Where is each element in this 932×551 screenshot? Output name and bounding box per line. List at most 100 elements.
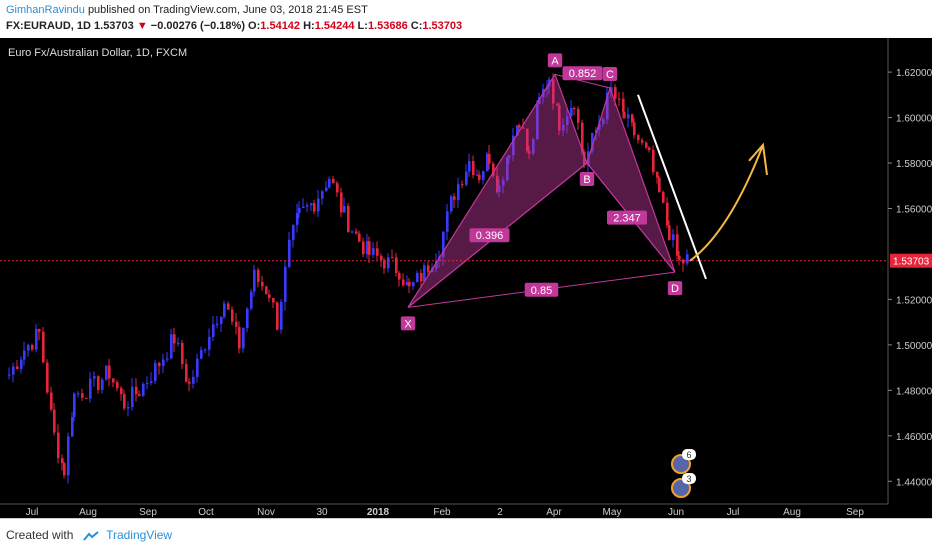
candle-body <box>387 257 390 269</box>
pattern-point-a-bg <box>547 53 563 68</box>
ratio-label: 0.852 <box>569 68 597 80</box>
candle-body <box>672 234 675 240</box>
candle-body <box>212 324 215 337</box>
candle-body <box>276 302 279 330</box>
candle-body <box>627 114 630 119</box>
candle-body <box>8 374 11 376</box>
candle-body <box>622 98 625 112</box>
candle-body <box>461 184 464 186</box>
event-badge-count-bg <box>682 473 696 484</box>
tradingview-link[interactable]: TradingView <box>106 528 173 542</box>
x-tick-label: 2 <box>497 507 503 518</box>
candle-body <box>67 436 70 476</box>
candle-body <box>216 323 219 325</box>
candle-body <box>181 342 184 365</box>
x-tick-label: Apr <box>546 507 562 518</box>
candle-body <box>412 282 415 287</box>
candle-body <box>242 327 245 349</box>
candle-body <box>108 365 111 379</box>
chart-area[interactable]: X A B C D 0.396 0.852 2.347 0.85 6 3 1.62000 1.6000… <box>0 38 932 518</box>
candle-body <box>188 381 191 384</box>
candle-body <box>93 376 96 379</box>
x-tick-label: Nov <box>257 507 275 518</box>
pattern-point-d: D <box>671 283 679 295</box>
candle-body <box>558 105 561 131</box>
candle-body <box>185 364 188 382</box>
candle-body <box>89 378 92 399</box>
candle-body <box>372 248 375 255</box>
candle-body <box>280 301 283 330</box>
candle-body <box>220 316 223 324</box>
candle-body <box>284 266 287 302</box>
candle-body <box>204 349 207 351</box>
author-link[interactable]: GimhanRavindu <box>6 4 85 16</box>
candle-body <box>257 269 260 282</box>
published-text: published on TradingView.com, June 03, 2… <box>87 4 368 16</box>
x-tick-label: Jul <box>26 507 39 518</box>
x-tick-label: Sep <box>139 507 157 518</box>
price-chart[interactable]: X A B C D 0.396 0.852 2.347 0.85 6 3 1.62000 1.6000… <box>0 38 932 518</box>
candle-body <box>85 397 88 399</box>
candle-body <box>288 239 291 267</box>
candle-body <box>468 160 471 172</box>
candle-body <box>23 350 26 360</box>
candle-body <box>516 125 519 136</box>
candle-body <box>20 359 23 369</box>
candle-body <box>138 394 141 396</box>
candle-body <box>498 185 501 192</box>
candle-body <box>532 139 535 154</box>
candle-body <box>486 153 489 172</box>
candle-body <box>645 142 648 148</box>
candle-body <box>502 180 505 186</box>
candle-body <box>538 97 541 105</box>
tradingview-logo-icon <box>82 531 99 541</box>
candle-body <box>427 265 430 273</box>
last-price: 1.53703 <box>94 20 134 32</box>
candle-body <box>552 79 555 104</box>
candle-body <box>577 109 580 123</box>
candle-body <box>633 122 636 136</box>
x-tick-label: 30 <box>316 507 328 518</box>
candle-body <box>97 376 100 390</box>
candle-body <box>173 334 176 344</box>
y-tick-label: 1.50000 <box>896 341 932 352</box>
pattern-point-x: X <box>404 318 412 330</box>
candle-body <box>321 191 324 199</box>
pattern-point-c-bg <box>602 67 618 82</box>
chart-header: GimhanRavindu published on TradingView.c… <box>0 0 932 38</box>
candle-body <box>618 98 621 100</box>
candle-body <box>442 231 445 257</box>
candle-body <box>265 286 268 295</box>
pattern-point-c: C <box>606 69 614 81</box>
candle-body <box>120 388 123 395</box>
candle-body <box>16 366 19 369</box>
candle-body <box>296 212 299 225</box>
x-tick-label: Aug <box>783 507 801 518</box>
candle-body <box>63 463 66 476</box>
candle-body <box>328 178 331 188</box>
candle-body <box>606 92 609 120</box>
candle-body <box>376 248 379 256</box>
candle-body <box>668 225 671 240</box>
candle-body <box>465 171 468 185</box>
candle-body <box>435 260 438 269</box>
created-with-text: Created with <box>6 528 74 542</box>
candle-body <box>112 378 115 383</box>
candle-body <box>478 174 481 180</box>
candle-body <box>127 407 130 409</box>
candle-body <box>12 366 15 375</box>
pattern-point-d-bg <box>667 281 683 296</box>
candle-body <box>61 458 64 464</box>
candle-body <box>406 281 409 286</box>
candle-body <box>238 326 241 349</box>
candle-body <box>77 393 80 395</box>
candle-body <box>676 234 679 256</box>
x-tick-label: 2018 <box>367 507 390 518</box>
candle-body <box>446 211 449 232</box>
last-price-tag-bg <box>890 253 932 268</box>
candle-body <box>57 432 60 459</box>
candle-body <box>641 140 644 143</box>
candle-body <box>476 174 479 176</box>
y-tick-label: 1.52000 <box>896 295 932 306</box>
candle-body <box>73 393 76 417</box>
